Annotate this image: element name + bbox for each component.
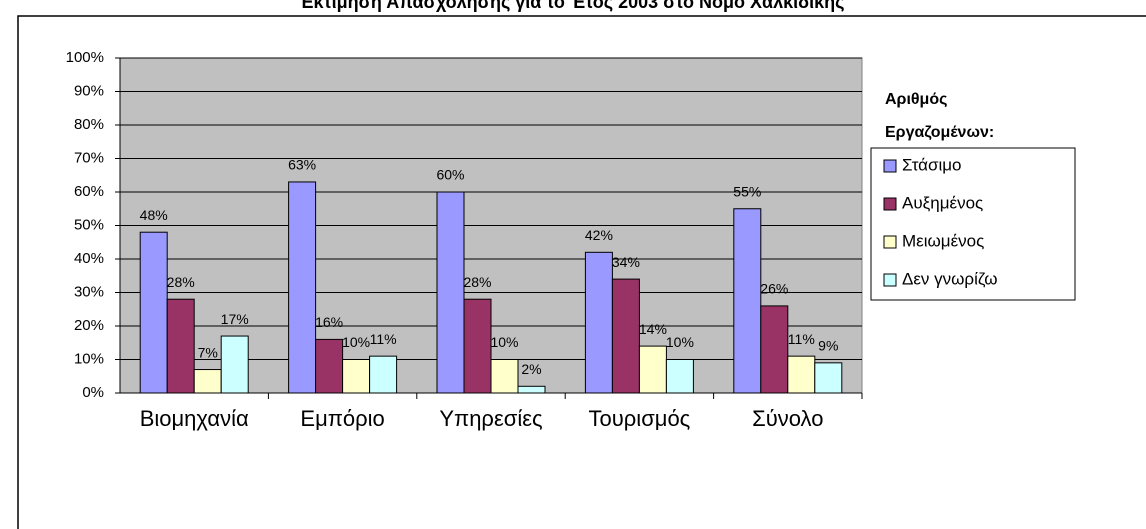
bar	[665, 359, 694, 394]
legend-label: Αυξημένος	[902, 193, 983, 212]
data-label: 34%	[612, 254, 640, 270]
bar	[760, 305, 789, 394]
bar	[315, 338, 344, 394]
legend-label: Δεν γνωρίζω	[902, 269, 998, 288]
y-tick-label: 30%	[74, 283, 104, 300]
data-label: 7%	[198, 344, 218, 360]
y-tick-label: 80%	[74, 116, 104, 133]
y-tick-label: 0%	[82, 384, 104, 401]
x-tick-label: Σύνολο	[752, 406, 823, 431]
legend-title: Αριθμός	[885, 91, 947, 108]
x-tick-label: Υπηρεσίες	[439, 406, 542, 431]
y-tick-label: 40%	[74, 250, 104, 267]
data-label: 28%	[167, 274, 195, 290]
data-label: 11%	[370, 331, 397, 347]
y-tick-label: 100%	[66, 49, 104, 66]
bar	[814, 362, 843, 394]
chart-title: Εκτίμηση Απασχόλησης για το Έτος 2003 στ…	[302, 0, 845, 12]
bar	[733, 208, 762, 394]
data-label: 60%	[436, 167, 464, 183]
x-tick-label: Εμπόριο	[300, 406, 384, 431]
x-tick-label: Βιομηχανία	[140, 406, 249, 431]
y-tick-label: 10%	[74, 350, 104, 367]
bar	[139, 231, 168, 394]
x-tick-label: Τουρισμός	[589, 406, 691, 431]
data-label: 14%	[639, 321, 667, 337]
bar	[342, 359, 371, 394]
data-label: 9%	[818, 338, 838, 354]
bar	[611, 278, 640, 394]
data-label: 42%	[585, 227, 613, 243]
legend-label: Μειωμένος	[902, 231, 984, 250]
data-label: 63%	[288, 157, 316, 173]
bar	[463, 298, 492, 394]
bar	[787, 355, 816, 394]
legend-swatch	[883, 273, 897, 287]
data-label: 10%	[342, 334, 370, 350]
bar	[436, 191, 465, 394]
data-label: 48%	[140, 207, 168, 223]
legend-swatch	[883, 235, 897, 249]
legend-label: Στάσιμο	[902, 155, 962, 174]
data-label: 26%	[760, 281, 788, 297]
bar	[369, 355, 398, 394]
y-tick-label: 50%	[74, 216, 104, 233]
data-label: 17%	[221, 311, 249, 327]
bar	[220, 335, 249, 394]
legend-title: Εργαζομένων:	[885, 124, 994, 141]
bar	[517, 385, 546, 394]
bar	[288, 181, 317, 394]
legend-box	[870, 147, 1076, 301]
legend-swatch	[883, 197, 897, 211]
legend-swatch	[883, 159, 897, 173]
data-label: 16%	[315, 314, 343, 330]
bar	[193, 369, 222, 394]
bar	[584, 251, 613, 394]
bar	[490, 359, 519, 394]
data-label: 10%	[666, 334, 694, 350]
data-label: 10%	[490, 334, 518, 350]
y-tick-label: 60%	[74, 183, 104, 200]
bar	[638, 345, 667, 394]
y-tick-label: 70%	[74, 149, 104, 166]
data-label: 55%	[733, 183, 761, 199]
y-tick-label: 90%	[74, 82, 104, 99]
data-label: 11%	[788, 331, 815, 347]
bar	[166, 298, 195, 394]
data-label: 28%	[463, 274, 491, 290]
data-label: 2%	[521, 361, 541, 377]
y-tick-label: 20%	[74, 317, 104, 334]
